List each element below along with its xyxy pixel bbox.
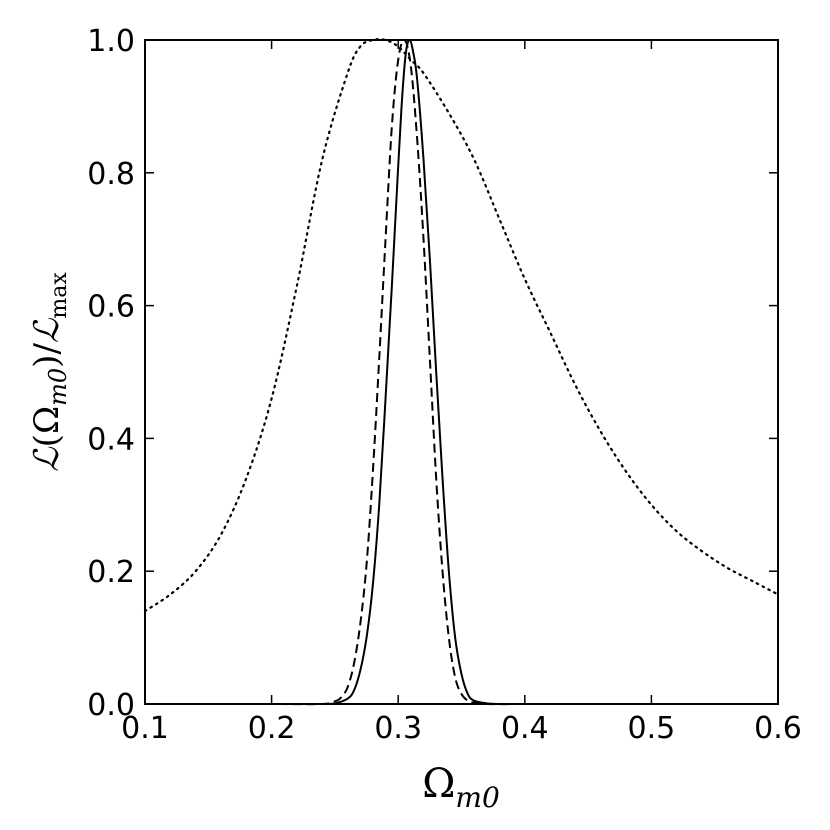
- x-tick-label: 0.1: [121, 711, 169, 746]
- y-tick-label: 0.4: [87, 422, 135, 457]
- y-tick-label: 0.0: [87, 688, 135, 723]
- x-tick-label: 0.2: [248, 711, 296, 746]
- y-tick-label: 0.8: [87, 157, 135, 192]
- x-tick-label: 0.5: [628, 711, 676, 746]
- plot-frame: [144, 39, 779, 705]
- y-tick-label: 0.6: [87, 290, 135, 325]
- x-tick-label: 0.4: [501, 711, 549, 746]
- x-axis-label: Ωm0: [422, 761, 500, 814]
- tick-labels: 0.1 0.2 0.3 0.4 0.5 0.6 0.0 0.2 0.4 0.6 0.8 1.0: [87, 24, 802, 746]
- x-tick-label: 0.3: [374, 711, 422, 746]
- plot-background: [145, 40, 778, 704]
- dotted-likelihood-curve: [143, 38, 780, 613]
- y-tick-label: 0.2: [87, 555, 135, 590]
- y-tick-label: 1.0: [87, 24, 135, 59]
- y-axis-label: ℒ(Ωm0)/ℒmax: [27, 272, 72, 472]
- x-tick-label: 0.6: [754, 711, 802, 746]
- solid-likelihood-curve: [208, 38, 525, 706]
- dashed-likelihood-curve: [208, 38, 525, 706]
- data-series: [143, 38, 780, 706]
